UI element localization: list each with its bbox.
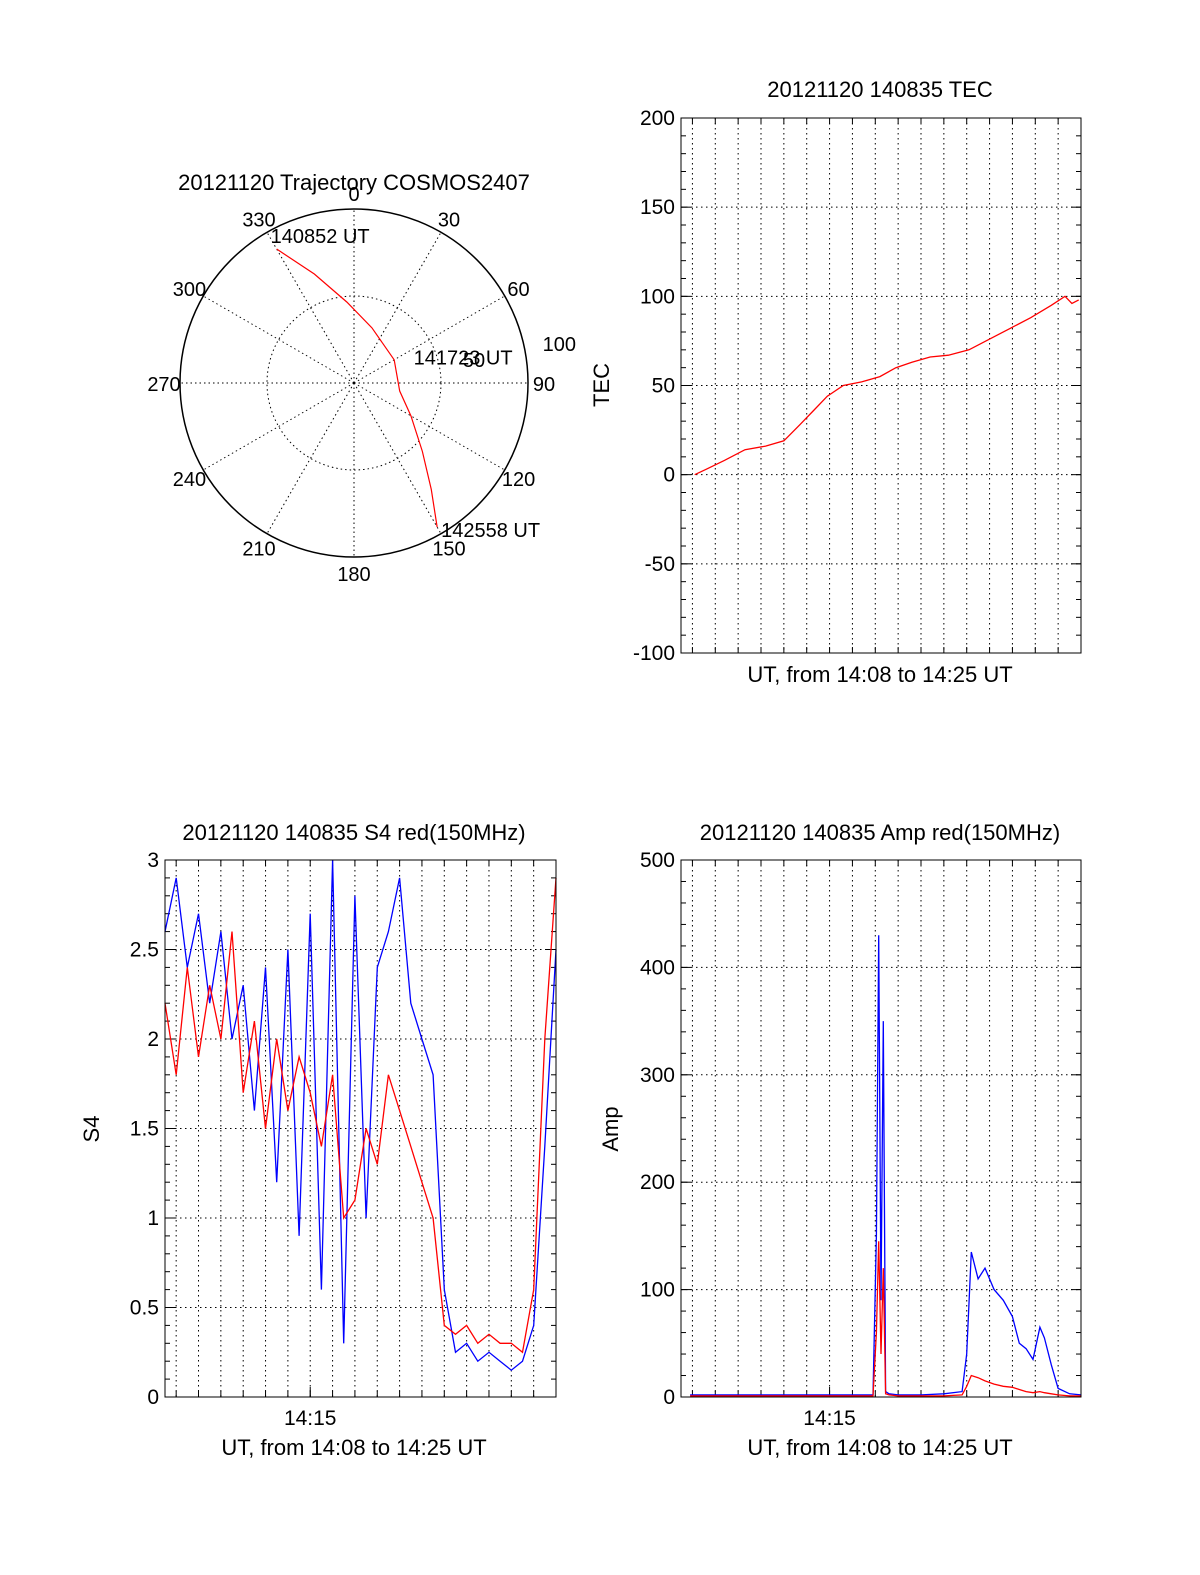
y-tick-label: -100 — [633, 642, 675, 665]
y-tick-label: 300 — [640, 1064, 675, 1087]
polar-spoke — [203, 295, 355, 384]
y-tick-label: 500 — [640, 849, 675, 872]
y-tick-label: 0.5 — [130, 1297, 159, 1320]
polar-angle-label: 300 — [173, 279, 206, 301]
trajectory-annotation: 142558 UT — [441, 520, 540, 542]
polar-radial-labels: 50 100 — [463, 334, 576, 372]
polar-title: 20121120 Trajectory COSMOS2407 — [178, 170, 530, 195]
polar-spoke — [266, 232, 355, 384]
y-tick-label: 0 — [663, 1386, 675, 1409]
polar-spoke — [353, 382, 442, 534]
y-tick-label: 1.5 — [130, 1118, 159, 1141]
polar-outer-circle — [179, 208, 529, 558]
polar-radial-label: 50 — [463, 350, 485, 372]
amp-plot: 20121120 140835 Amp red(150MHz) UT, from… — [598, 820, 1082, 1460]
polar-spoke — [353, 232, 442, 384]
series-line-blue — [164, 859, 557, 1372]
trajectory-line — [276, 248, 438, 528]
y-tick-label: -50 — [645, 553, 675, 576]
x-tick-label: 14:15 — [284, 1407, 337, 1430]
polar-angle-label: 210 — [242, 539, 275, 561]
s4-x-ticks: 14:15 — [284, 1407, 337, 1430]
y-tick-label: 400 — [640, 956, 675, 979]
y-tick-label: 200 — [640, 1171, 675, 1194]
y-tick-label: 100 — [640, 1279, 675, 1302]
polar-angle-label: 330 — [242, 209, 275, 231]
s4-ylabel: S4 — [79, 1116, 104, 1143]
y-tick-label: 50 — [652, 375, 675, 398]
tec-title: 20121120 140835 TEC — [767, 77, 993, 102]
amp-ylabel: Amp — [598, 1106, 623, 1151]
amp-grid — [681, 859, 1081, 1398]
series-line-red — [694, 295, 1080, 476]
series-line-red — [164, 877, 557, 1354]
polar-spoke — [266, 382, 355, 534]
y-tick-label: 0 — [147, 1386, 159, 1409]
polar-angle-label: 60 — [507, 279, 529, 301]
amp-y-ticks: 0 100 200 300 400 500 — [640, 849, 675, 1409]
tec-ylabel: TEC — [589, 363, 614, 407]
amp-title: 20121120 140835 Amp red(150MHz) — [700, 820, 1060, 845]
polar-grid — [179, 208, 529, 558]
polar-angle-label: 90 — [533, 374, 555, 396]
s4-title: 20121120 140835 S4 red(150MHz) — [182, 820, 525, 845]
x-tick-label: 14:15 — [803, 1407, 856, 1430]
tec-frame — [680, 117, 1082, 654]
polar-angle-label: 180 — [337, 564, 370, 586]
amp-frame — [680, 859, 1082, 1398]
series-line-red — [690, 1241, 1081, 1397]
amp-xlabel: UT, from 14:08 to 14:25 UT — [747, 1435, 1012, 1460]
tec-y-ticks: -100 -50 0 50 100 150 200 — [633, 107, 675, 665]
polar-angle-labels: 0 30 60 90 120 150 180 210 240 270 300 330 — [147, 184, 555, 586]
polar-angle-label: 120 — [502, 469, 535, 491]
y-tick-label: 150 — [640, 196, 675, 219]
y-tick-label: 2.5 — [130, 939, 159, 962]
s4-plot: 20121120 140835 S4 red(150MHz) UT, from … — [79, 820, 557, 1460]
polar-spoke — [203, 382, 355, 471]
polar-angle-label: 30 — [438, 209, 460, 231]
tec-plot: 20121120 140835 TEC UT, from 14:08 to 14… — [589, 77, 1082, 687]
polar-spoke — [353, 295, 505, 384]
y-tick-label: 0 — [663, 464, 675, 487]
polar-radial-label: 100 — [543, 334, 576, 356]
tec-xlabel: UT, from 14:08 to 14:25 UT — [747, 662, 1012, 687]
amp-x-ticks: 14:15 — [803, 1407, 856, 1430]
polar-angle-label: 270 — [147, 374, 180, 396]
trajectory-annotation: 140852 UT — [271, 226, 370, 248]
s4-y-ticks: 0 0.5 1 1.5 2 2.5 3 — [130, 849, 159, 1409]
s4-grid — [165, 859, 556, 1398]
trajectory-annotations: 140852 UT 141723 UT 142558 UT — [271, 226, 540, 542]
polar-spoke — [353, 382, 505, 471]
polar-angle-label: 0 — [348, 184, 359, 206]
y-tick-label: 2 — [147, 1028, 159, 1051]
y-tick-label: 100 — [640, 285, 675, 308]
y-tick-label: 200 — [640, 107, 675, 130]
polar-angle-label: 240 — [173, 469, 206, 491]
tec-grid — [681, 117, 1081, 654]
trajectory-annotation: 141723 UT — [414, 348, 513, 370]
polar-trajectory-plot: 20121120 Trajectory COSMOS2407 0 30 60 90 12… — [147, 170, 576, 586]
s4-series — [164, 859, 557, 1372]
s4-frame — [164, 859, 557, 1398]
y-tick-label: 3 — [147, 849, 159, 872]
amp-series — [690, 935, 1082, 1397]
tec-series — [694, 295, 1080, 476]
series-line-blue — [690, 935, 1082, 1396]
s4-xlabel: UT, from 14:08 to 14:25 UT — [221, 1435, 486, 1460]
y-tick-label: 1 — [147, 1207, 159, 1230]
polar-angle-label: 150 — [432, 539, 465, 561]
